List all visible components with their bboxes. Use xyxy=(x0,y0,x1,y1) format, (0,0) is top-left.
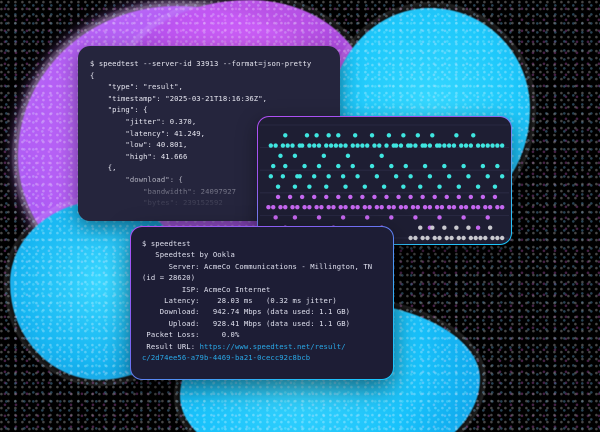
chart-series-upload xyxy=(266,194,505,230)
result-line-download: Download: 942.74 Mbps (data used: 1.1 GB… xyxy=(142,307,351,317)
result-url-link-continued[interactable]: c/2d74ee56-a79b-4469-ba21-0cecc92c8bcb xyxy=(142,353,311,363)
chart-points xyxy=(266,133,505,241)
speedtest-result-terminal[interactable]: $ speedtest Speedtest by Ookla Server: A… xyxy=(130,226,394,380)
json-line-5: "jitter": 0.370, xyxy=(90,116,197,126)
result-line-2: Speedtest by Ookla xyxy=(142,250,235,260)
result-url-label: Result URL: xyxy=(142,341,200,351)
json-line-4: "ping": { xyxy=(90,105,148,115)
result-line-isp: ISP: AcmeCo Internet xyxy=(142,284,271,294)
result-line-latency: Latency: 28.03 ms (0.32 ms jitter) xyxy=(142,296,337,306)
json-line-0: $ speedtest --server-id 33913 --format=j… xyxy=(90,59,312,68)
result-line-server: Server: AcmeCo Communications - Millingt… xyxy=(142,261,373,271)
result-terminal-body: $ speedtest Speedtest by Ookla Server: A… xyxy=(131,227,393,363)
json-line-1: { xyxy=(90,70,95,80)
json-line-6: "latency": 41.249, xyxy=(90,128,206,138)
json-line-8: "high": 41.666 xyxy=(90,151,188,161)
json-line-3: "timestamp": "2025-03-21T18:16:36Z", xyxy=(90,93,268,103)
json-line-9: {, xyxy=(90,163,117,173)
result-url-row-2: c/2d74ee56-a79b-4469-ba21-0cecc92c8bcb xyxy=(142,352,393,363)
result-line-server-id: (id = 28620) xyxy=(142,273,196,283)
chart-series-download xyxy=(268,133,505,159)
dot-matrix-chart-panel[interactable] xyxy=(257,116,512,245)
chart-series-download-mid xyxy=(268,163,505,189)
json-line-2: "type": "result", xyxy=(90,82,183,92)
result-url-link[interactable]: https://www.speedtest.net/result/ xyxy=(199,341,346,351)
result-line-0: $ speedtest xyxy=(142,239,191,248)
chart-series-latency xyxy=(408,225,505,241)
dot-matrix-chart xyxy=(260,124,509,241)
result-url-row: Result URL: https://www.speedtest.net/re… xyxy=(142,341,393,352)
chart-gridlines xyxy=(260,124,509,239)
result-line-upload: Upload: 928.41 Mbps (data used: 1.1 GB) xyxy=(142,318,351,328)
result-line-packet-loss: Packet Loss: 0.0% xyxy=(142,330,240,340)
json-line-7: "low": 40.801, xyxy=(90,140,188,150)
